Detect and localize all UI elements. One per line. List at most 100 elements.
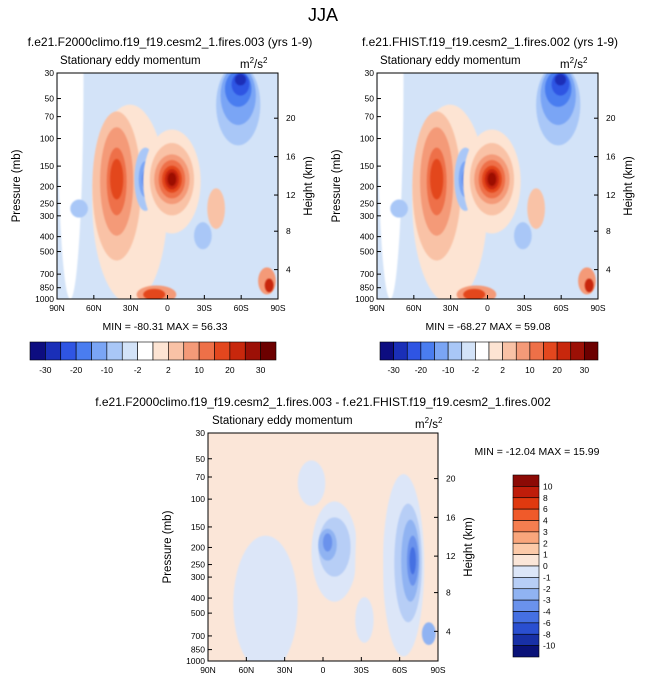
colorbar-label: -4 <box>543 607 551 617</box>
panel-difference: f.e21.F2000climo.f19_f19.cesm2_1.fires.0… <box>95 395 599 675</box>
y-axis-label: Pressure (mb) <box>11 149 23 222</box>
panel-title: f.e21.FHIST.f19_f19.cesm2_1.fires.002 (y… <box>362 35 618 49</box>
colorbar-swatch <box>512 565 540 578</box>
x-tick-label: 90N <box>369 303 385 313</box>
contour-field <box>57 73 278 299</box>
contour-region <box>584 278 594 293</box>
colorbar-label: -10 <box>101 365 114 375</box>
height-tick-label: 16 <box>446 512 456 522</box>
min-max-label: MIN = -80.31 MAX = 56.33 <box>103 321 228 333</box>
colorbar-swatch <box>584 341 599 361</box>
y-tick-label: 150 <box>360 161 374 171</box>
y-tick-label: 1000 <box>35 294 54 304</box>
y-tick-label: 100 <box>191 494 205 504</box>
colorbar-swatch <box>475 341 490 361</box>
units-label: m2/s2 <box>240 56 268 71</box>
colorbar-label: -30 <box>387 365 400 375</box>
height-tick-label: 12 <box>606 190 616 200</box>
colorbar-swatch <box>152 341 169 361</box>
height-tick-label: 8 <box>446 588 451 598</box>
height-tick-label: 8 <box>606 226 611 236</box>
colorbar-swatch <box>447 341 463 361</box>
panel-subtitle: Stationary eddy momentum <box>60 55 201 67</box>
height-tick-label: 8 <box>286 226 291 236</box>
height-tick-label: 4 <box>286 265 291 275</box>
contour-field <box>208 433 438 661</box>
colorbar-label: -10 <box>442 365 455 375</box>
y-tick-label: 400 <box>40 232 54 242</box>
y-tick-label: 400 <box>360 232 374 242</box>
colorbar-swatch <box>512 588 540 601</box>
y-tick-label: 500 <box>191 608 205 618</box>
contour-region <box>110 158 124 200</box>
height-tick-label: 20 <box>446 474 456 484</box>
colorbar-swatch <box>512 531 540 544</box>
colorbar-swatch <box>512 599 540 612</box>
height-tick-label: 12 <box>286 190 296 200</box>
contour-region <box>430 158 444 200</box>
x-tick-label: 90N <box>49 303 65 313</box>
height-tick-label: 16 <box>286 152 296 162</box>
colorbar-swatch <box>488 341 503 361</box>
contour-region <box>57 73 84 299</box>
units-base: m <box>415 419 425 431</box>
y-tick-label: 1000 <box>186 656 205 666</box>
colorbar-swatch <box>45 341 62 361</box>
colorbar-label: 2 <box>500 365 505 375</box>
panel-subtitle: Stationary eddy momentum <box>212 415 353 427</box>
panel-title: f.e21.F2000climo.f19_f19.cesm2_1.fires.0… <box>28 35 313 49</box>
contour-region <box>167 172 177 186</box>
contour-region <box>463 288 486 299</box>
min-max-label: MIN = -68.27 MAX = 59.08 <box>426 321 551 333</box>
panel-subtitle: Stationary eddy momentum <box>380 55 521 67</box>
y-tick-label: 300 <box>191 572 205 582</box>
contour-region <box>514 222 532 250</box>
colorbar-label: -10 <box>543 641 556 651</box>
colorbar-swatch <box>434 341 449 361</box>
colorbar-swatch <box>543 341 558 361</box>
units-exp: 2 <box>570 56 575 65</box>
x-tick-label: 30S <box>354 665 369 675</box>
colorbar-swatch <box>512 474 540 487</box>
colorbar-label: 20 <box>225 365 235 375</box>
height-tick-label: 16 <box>606 152 616 162</box>
y-tick-label: 70 <box>45 112 55 122</box>
contour-region <box>487 172 497 186</box>
colorbar-label: -8 <box>543 629 551 639</box>
y-tick-label: 700 <box>40 269 54 279</box>
colorbar-swatch <box>570 341 585 361</box>
units-mid: /s <box>574 59 583 71</box>
contour-region <box>390 199 408 218</box>
x-tick-label: 90S <box>270 303 285 313</box>
y-tick-label: 850 <box>40 283 54 293</box>
colorbar-label: 30 <box>580 365 590 375</box>
colorbar-label: 4 <box>543 516 548 526</box>
contour-region <box>297 460 326 506</box>
colorbar-label: -2 <box>134 365 142 375</box>
colorbar-label: 1 <box>543 550 548 560</box>
y-tick-label: 250 <box>40 198 54 208</box>
y-tick-label: 850 <box>191 645 205 655</box>
y-tick-label: 50 <box>365 94 375 104</box>
panel-title: f.e21.F2000climo.f19_f19.cesm2_1.fires.0… <box>95 395 551 409</box>
panel-f2000climo: f.e21.F2000climo.f19_f19.cesm2_1.fires.0… <box>11 35 315 333</box>
colorbar-label: -2 <box>472 365 480 375</box>
x-tick-label: 90S <box>590 303 605 313</box>
contour-region <box>207 188 225 229</box>
contour-region <box>355 597 374 643</box>
colorbar-label: 10 <box>525 365 535 375</box>
colorbar-swatch <box>515 341 531 361</box>
colorbar-label: 2 <box>543 538 548 548</box>
colorbar-swatch <box>502 341 517 361</box>
x-tick-label: 60S <box>234 303 249 313</box>
y-tick-label: 700 <box>191 631 205 641</box>
colorbar-label: 10 <box>194 365 204 375</box>
contour-region <box>323 533 333 552</box>
colorbar-swatch <box>91 341 108 361</box>
contour-region <box>409 547 416 575</box>
y-axis-label: Pressure (mb) <box>331 149 343 222</box>
colorbar-horizontal-2: -30 -20 -10 -2 2 10 20 30 <box>379 341 599 375</box>
colorbar-swatch <box>512 508 540 521</box>
units-label: m2/s2 <box>560 56 588 71</box>
